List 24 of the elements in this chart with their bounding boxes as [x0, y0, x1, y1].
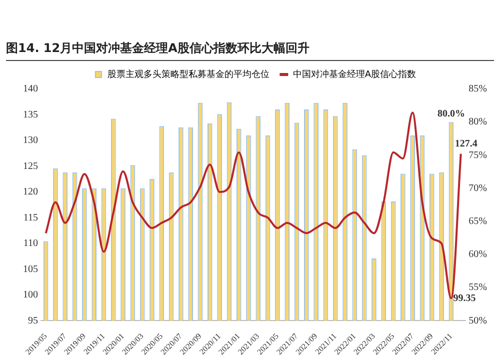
y2-tick-label: 80% — [468, 116, 488, 128]
data-label: 127.4 — [454, 138, 478, 150]
y-tick-label: 110 — [23, 238, 38, 250]
y-tick-label: 130 — [23, 135, 38, 146]
legend-label: 股票主观多头策略型私募基金的平均仓位 — [107, 68, 270, 80]
chart-title: 图14. 12月中国对冲基金经理A股信心指数环比大幅回升 — [6, 40, 494, 61]
y-tick-label: 105 — [23, 264, 38, 275]
legend-label: 中国对冲基金经理A股信心指数 — [292, 68, 416, 80]
y2-tick-label: 85% — [468, 84, 488, 95]
y-tick-label: 95 — [28, 315, 38, 326]
y-tick-label: 120 — [23, 186, 38, 198]
y2-tick-label: 75% — [468, 150, 488, 161]
y-tick-label: 125 — [23, 160, 38, 172]
y-tick-label: 140 — [23, 84, 38, 95]
y2-tick-label: 65% — [468, 216, 488, 228]
y-tick-label: 135 — [23, 109, 38, 120]
data-label: 99.35 — [453, 292, 476, 304]
y2-tick-label: 60% — [468, 249, 488, 260]
y2-tick-label: 50% — [468, 315, 488, 326]
y2-tick-label: 55% — [468, 282, 488, 294]
y-tick-label: 115 — [23, 212, 38, 224]
y2-tick-label: 70% — [468, 182, 488, 194]
y-tick-label: 100 — [23, 290, 38, 301]
data-label: 80.0% — [437, 108, 465, 120]
